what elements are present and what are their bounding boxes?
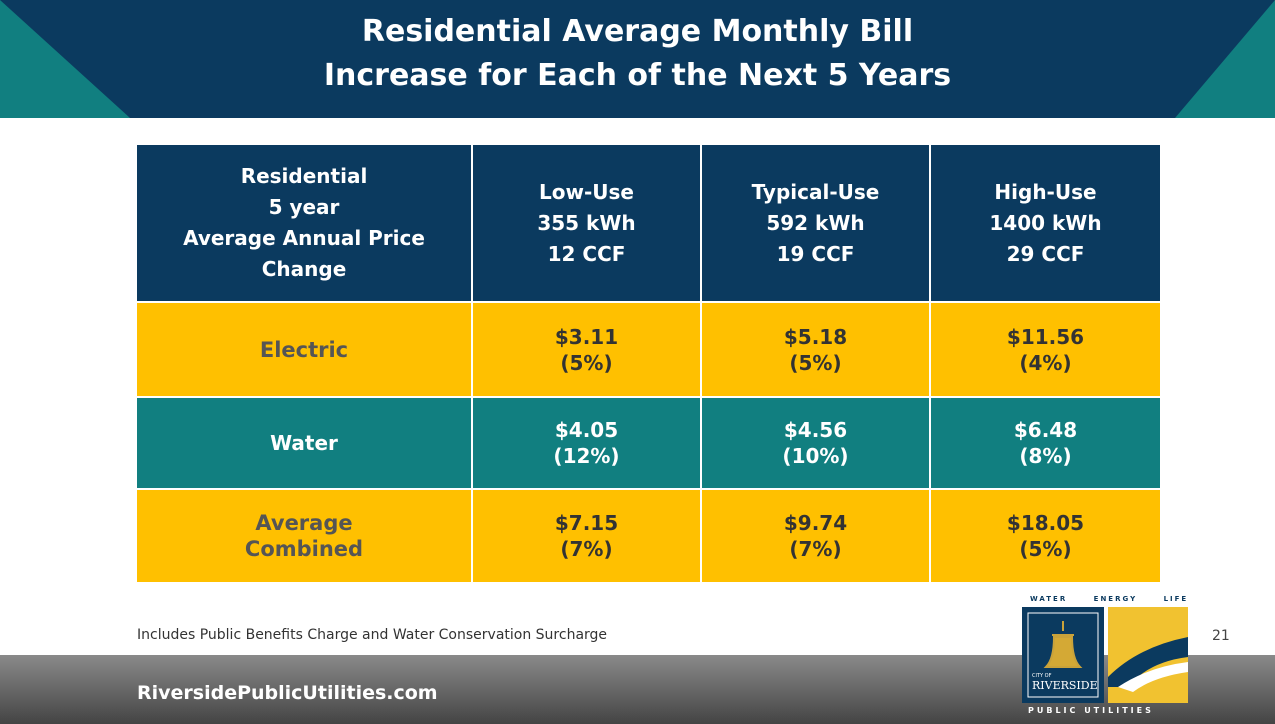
header-band: Residential Average Monthly Bill Increase… [0,0,1275,118]
logo-name: PUBLIC UTILITIES [1028,706,1154,715]
cell-line: 12 CCF [547,241,626,266]
table-cell: Residential 5 year Average Annual Price Cha… [137,145,473,303]
cell-line: Average Annual Price [183,226,425,250]
table-cell: Electric [137,303,473,398]
cell-line: (7%) [789,537,842,561]
table-cell: $4.05 (12%) [473,398,702,490]
table-cell: $7.15 (7%) [473,490,702,584]
table-row: Residential 5 year Average Annual Price Cha… [137,145,1160,303]
cell-line: 592 kWh [766,210,865,235]
table-row: Average Combined $7.15 (7%) $9.74 (7%) $18.05(… [137,490,1160,584]
cell-line: Average [255,511,353,535]
table-cell: $18.05 (5%) [931,490,1160,584]
cell-line: $3.11 [554,324,619,349]
cell-line: $6.48 [1013,418,1078,442]
cell-line: Change [261,257,347,281]
cell-line: $11.56 [1006,324,1085,349]
cell-line: Low-Use [539,179,634,204]
cell-line: Combined [244,537,364,561]
cell-line: High-Use [994,179,1097,204]
cell-line: 19 CCF [776,241,855,266]
logo-bell [1027,612,1099,698]
table-cell: $3.11 (5%) [473,303,702,398]
cell-line: Typical-Use [751,179,880,204]
cell-line: (5%) [789,350,842,375]
table-cell: High-Use 1400 kWh 29 CCF [931,145,1160,303]
cell-line: (4%) [1019,350,1072,375]
title-line: Residential Average Monthly Bill [361,14,914,49]
logo-right [1108,607,1188,703]
title-line: Increase for Each of the Next 5 Years [323,58,952,93]
cell-line: $18.05 [1006,511,1085,535]
cell-line: Water [270,431,338,455]
table-row: Water $4.05 (12%) $4.56 (10%) $6.48 (8%) [137,398,1160,490]
footnote: Includes Public Benefits Charge and Wate… [137,627,608,643]
table-cell: $4.56 (10%) [702,398,931,490]
logo-wave [1108,637,1188,692]
cell-line: (5%) [1019,537,1072,561]
table-cell: Water [137,398,473,490]
cell-line: $4.05 [554,418,619,442]
cell-line: (8%) [1019,444,1072,468]
footer-url: RiversidePublicUtilities.com [137,682,438,704]
cell-line: Electric [259,337,349,362]
cell-line: 29 CCF [1006,241,1085,266]
table-cell: $9.74 (7%) [702,490,931,584]
cell-line: (10%) [782,444,849,468]
table-row: Electric $3.11 (5%) $5.18 (5%) $11.56 (4%) [137,303,1160,398]
logo: WATER ENERGY LIFE CITY OF RIVERSIDE PUBL… [1022,595,1192,717]
cell-line: 5 year [268,195,340,219]
cell-line: (7%) [560,537,613,561]
table-cell: $11.56 (4%) [931,303,1160,398]
table-cell: Average Combined [137,490,473,584]
cell-line: $7.15 [554,511,619,535]
page-number: 21 [1212,628,1230,644]
cell-line: 1400 kWh [989,210,1102,235]
logo-left: CITY OF RIVERSIDE [1022,607,1104,703]
cell-line: Residential [240,164,368,188]
corner-triangles [0,0,1275,118]
logo-tagline: WATER ENERGY LIFE [1030,595,1189,603]
cell-line: $4.56 [783,418,848,442]
cell-line: $5.18 [783,324,848,349]
table-cell: $6.48 (8%) [931,398,1160,490]
logo-city-of: CITY OF [1032,673,1052,679]
logo-city: RIVERSIDE [1032,679,1098,692]
cell-line: 355 kWh [537,210,636,235]
table: Residential 5 year Average Annual Price Cha… [137,145,1160,584]
cell-line: $9.74 [783,511,848,535]
table-cell: Low-Use 355 kWh 12 CCF [473,145,702,303]
cell-line: (5%) [560,350,613,375]
cell-line: (12%) [553,444,620,468]
table-cell: $5.18 (5%) [702,303,931,398]
table-cell: Typical-Use 592 kWh 19 CCF [702,145,931,303]
title: Residential Average Monthly Bill Increase… [0,10,1275,98]
